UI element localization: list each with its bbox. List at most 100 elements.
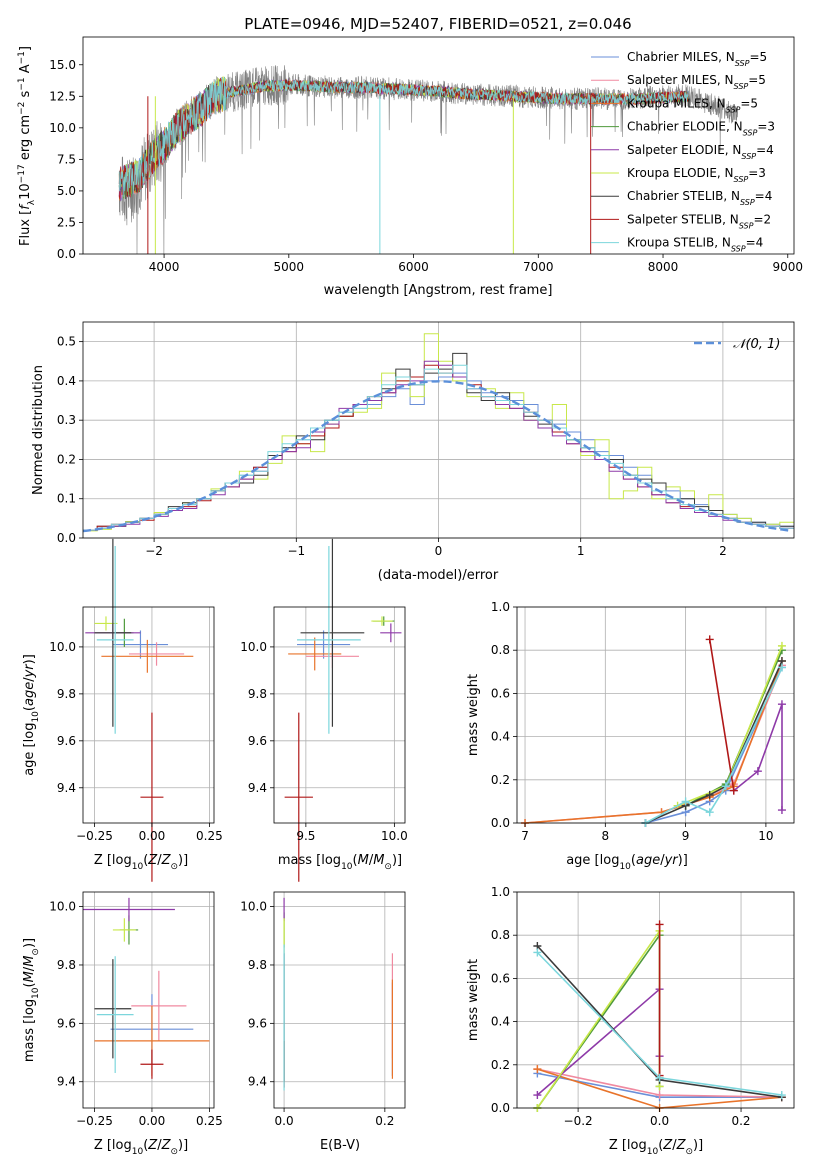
plot-area bbox=[82, 333, 794, 533]
weight-series-line bbox=[733, 703, 783, 810]
y-tick-label: 9.4 bbox=[57, 1075, 76, 1089]
y-tick-label: 0.1 bbox=[57, 492, 76, 506]
y-axis-label: Flux [fλ10−17 erg cm−2 s−1 A−1] bbox=[17, 46, 37, 246]
x-tick-label: 9 bbox=[682, 829, 690, 843]
x-tick-label: 0.00 bbox=[139, 1114, 166, 1128]
plot-area bbox=[118, 65, 738, 255]
weight-marker bbox=[753, 767, 762, 776]
weight-marker bbox=[681, 797, 690, 806]
y-tick-label: 0.0 bbox=[491, 1101, 510, 1115]
axes-frame bbox=[82, 891, 215, 1109]
x-axis-label: E(B-V) bbox=[320, 1138, 360, 1153]
axes-frame bbox=[82, 606, 215, 824]
errorbar-point bbox=[94, 616, 118, 631]
axes-frame bbox=[516, 606, 795, 824]
legend-label: Kroupa ELODIE, NSSP=3 bbox=[627, 166, 766, 184]
plot-area bbox=[83, 897, 210, 1079]
y-tick-label: 9.8 bbox=[248, 687, 267, 701]
weight-series-line bbox=[645, 667, 783, 824]
y-tick-label: 10.0 bbox=[49, 121, 76, 135]
x-tick-label: −2 bbox=[145, 544, 163, 558]
weight-marker bbox=[777, 1091, 786, 1100]
weight-series-line bbox=[536, 987, 661, 1096]
x-tick-label: 10 bbox=[758, 829, 773, 843]
y-tick-label: 10.0 bbox=[49, 900, 76, 914]
x-axis-label: Z [log10(Z/Z⊙)] bbox=[94, 1138, 188, 1157]
x-tick-label: 7000 bbox=[523, 260, 554, 274]
weight-marker bbox=[533, 948, 542, 957]
y-tick-label: 0.6 bbox=[491, 686, 510, 700]
y-tick-label: 9.8 bbox=[248, 958, 267, 972]
legend-label: Chabrier STELIB, NSSP=4 bbox=[627, 189, 772, 207]
y-axis-label: Normed distribution bbox=[31, 365, 46, 495]
x-tick-label: 8 bbox=[601, 829, 609, 843]
x-tick-label: 9000 bbox=[772, 260, 803, 274]
x-tick-label: −0.25 bbox=[76, 1114, 113, 1128]
x-tick-label: 0.00 bbox=[139, 829, 166, 843]
weight-marker bbox=[655, 1091, 664, 1100]
axes-weight-vs-age: 7 8 9 10 0.0 0.2 0.4 0.6 0.8 1.0 age [log10(age/yr… bbox=[466, 600, 795, 872]
x-tick-label: 1 bbox=[577, 544, 585, 558]
errorbar-point bbox=[284, 712, 313, 882]
errorbar-point bbox=[96, 956, 134, 1073]
weight-marker bbox=[655, 920, 664, 929]
axes-mass-vs-ebv: 0.0 0.2 9.4 9.6 9.8 10.0 E(B-V) bbox=[240, 891, 406, 1153]
errorbar-point bbox=[94, 959, 132, 1059]
y-tick-label: 0.2 bbox=[57, 452, 76, 466]
y-tick-label: 9.8 bbox=[57, 687, 76, 701]
weight-series-line bbox=[645, 667, 783, 824]
x-tick-label: 0.2 bbox=[731, 1114, 750, 1128]
y-tick-label: 9.8 bbox=[57, 958, 76, 972]
errorbar-point bbox=[101, 639, 194, 673]
y-tick-label: 0.4 bbox=[57, 374, 76, 388]
y-axis-label: mass weight bbox=[466, 674, 481, 756]
errorbar-point bbox=[94, 538, 132, 727]
y-tick-label: 10.0 bbox=[49, 640, 76, 654]
y-tick-label: 0.0 bbox=[57, 531, 76, 545]
y-tick-label: 0.2 bbox=[491, 773, 510, 787]
x-tick-label: 5000 bbox=[274, 260, 305, 274]
y-tick-label: 0.3 bbox=[57, 413, 76, 427]
axes-residuals: −2 −1 0 1 2 0.0 0.1 0.2 0.3 0.4 0.5 𝒩(0, 1) (data-mo… bbox=[31, 321, 795, 583]
errorbar-point bbox=[140, 712, 164, 882]
legend-label: Kroupa STELIB, NSSP=4 bbox=[627, 236, 763, 254]
plot-area bbox=[284, 538, 402, 882]
y-tick-label: 0.8 bbox=[491, 643, 510, 657]
x-tick-label: 6000 bbox=[398, 260, 429, 274]
x-axis-label: Z [log10(Z/Z⊙)] bbox=[609, 1138, 703, 1157]
weight-series-line bbox=[708, 639, 735, 791]
weight-marker bbox=[705, 635, 714, 644]
y-tick-label: 12.5 bbox=[49, 89, 76, 103]
y-tick-label: 0.0 bbox=[57, 247, 76, 261]
axes-age-vs-mass: 9.5 10.0 9.4 9.6 9.8 10.0 mass [log10(M/M⊙)] bbox=[240, 538, 408, 882]
axes-mass-vs-z: −0.25 0.00 0.25 9.4 9.6 9.8 10.0 Z [log10(Z/Z⊙)… bbox=[22, 891, 223, 1157]
legend-label: Salpeter STELIB, NSSP=2 bbox=[627, 212, 771, 230]
x-tick-label: 7 bbox=[521, 829, 529, 843]
errorbar-point bbox=[300, 538, 365, 727]
x-tick-label: 9.5 bbox=[296, 829, 315, 843]
axes-frame bbox=[273, 891, 406, 1109]
y-tick-label: 0.4 bbox=[491, 730, 510, 744]
legend-label: Salpeter MILES, NSSP=5 bbox=[627, 73, 766, 91]
normal-reference-curve bbox=[82, 380, 792, 533]
x-tick-label: 4000 bbox=[149, 260, 180, 274]
errorbar-point bbox=[288, 637, 342, 671]
x-tick-label: 0 bbox=[435, 544, 443, 558]
figure-title: PLATE=0946, MJD=52407, FIBERID=0521, z=0… bbox=[244, 15, 631, 33]
y-tick-label: 10.0 bbox=[240, 640, 267, 654]
weight-marker bbox=[533, 1091, 542, 1100]
errorbar-point bbox=[380, 623, 402, 643]
y-tick-label: 9.6 bbox=[248, 734, 267, 748]
x-tick-label: 0.0 bbox=[650, 1114, 669, 1128]
y-tick-label: 0.5 bbox=[57, 335, 76, 349]
weight-marker bbox=[533, 1065, 542, 1074]
y-tick-label: 0.0 bbox=[491, 816, 510, 830]
errorbar-point bbox=[112, 918, 136, 942]
errorbar-point bbox=[140, 1049, 164, 1079]
plot-area bbox=[533, 920, 786, 1112]
x-tick-label: 8000 bbox=[648, 260, 679, 274]
y-tick-label: 9.6 bbox=[57, 734, 76, 748]
x-tick-label: −1 bbox=[287, 544, 305, 558]
plot-area bbox=[283, 897, 394, 1091]
legend-label: Chabrier MILES, NSSP=5 bbox=[627, 50, 767, 68]
